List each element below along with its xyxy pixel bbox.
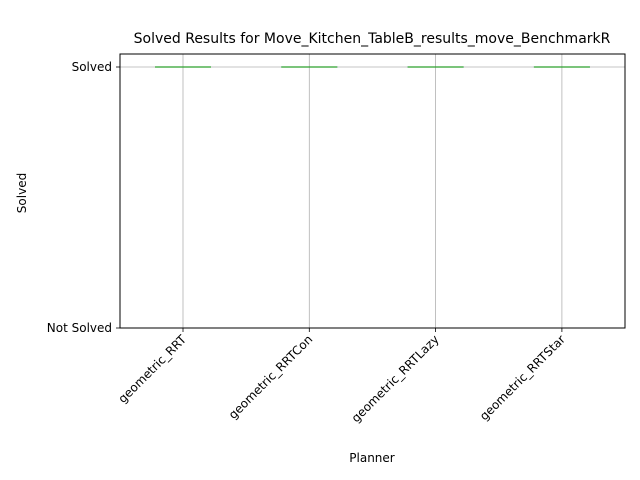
chart-title: Solved Results for Move_Kitchen_TableB_r… bbox=[134, 31, 611, 47]
y-axis-label: Solved bbox=[15, 173, 29, 213]
y-tick-label: Not Solved bbox=[47, 321, 112, 335]
x-axis-label: Planner bbox=[349, 451, 395, 465]
y-tick-label: Solved bbox=[72, 60, 112, 74]
plot-frame bbox=[119, 53, 626, 329]
tick-marks bbox=[116, 66, 563, 332]
y-tick-labels: Not Solved Solved bbox=[47, 60, 112, 335]
